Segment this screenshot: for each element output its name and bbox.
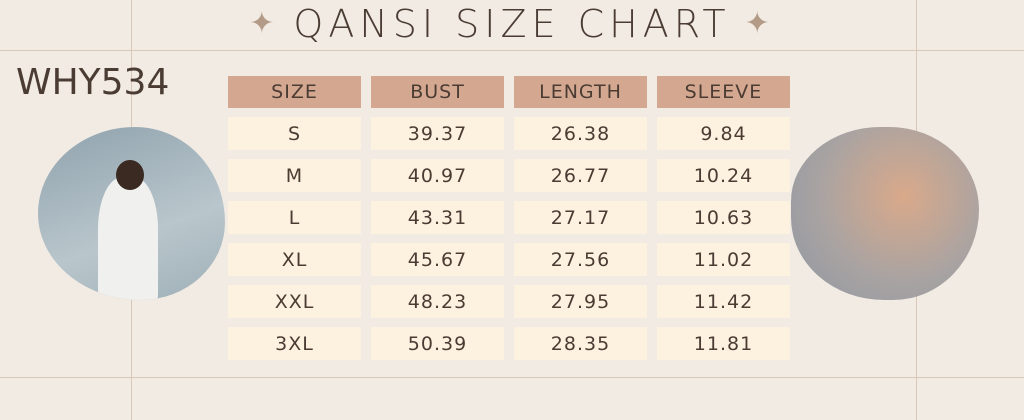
table-cell: 27.17: [514, 201, 647, 234]
grid-line: [0, 50, 1024, 51]
header-cell: LENGTH: [514, 76, 647, 108]
model-photo: [38, 127, 225, 300]
table-row: XXL 48.23 27.95 11.42: [228, 285, 790, 318]
table-cell: 26.38: [514, 117, 647, 150]
table-cell: 11.81: [657, 327, 790, 360]
table-row: XL 45.67 27.56 11.02: [228, 243, 790, 276]
table-cell: XXL: [228, 285, 361, 318]
title-text: QANSI SIZE CHART: [293, 2, 731, 46]
table-row: M 40.97 26.77 10.24: [228, 159, 790, 192]
table-row: 3XL 50.39 28.35 11.81: [228, 327, 790, 360]
table-cell: 39.37: [371, 117, 504, 150]
clouds-photo: [791, 127, 979, 300]
table-cell: 48.23: [371, 285, 504, 318]
table-cell: L: [228, 201, 361, 234]
table-cell: 10.24: [657, 159, 790, 192]
table-cell: 40.97: [371, 159, 504, 192]
table-header: SIZE BUST LENGTH SLEEVE: [228, 76, 790, 108]
table-cell: M: [228, 159, 361, 192]
table-cell: 27.56: [514, 243, 647, 276]
product-code: WHY534: [16, 62, 170, 103]
table-cell: 9.84: [657, 117, 790, 150]
sparkle-icon: ✦: [249, 6, 280, 41]
size-table: SIZE BUST LENGTH SLEEVE S 39.37 26.38 9.84 M…: [228, 76, 790, 369]
table-cell: 43.31: [371, 201, 504, 234]
table-cell: 28.35: [514, 327, 647, 360]
header-cell: SLEEVE: [657, 76, 790, 108]
table-cell: XL: [228, 243, 361, 276]
table-cell: 10.63: [657, 201, 790, 234]
table-row: L 43.31 27.17 10.63: [228, 201, 790, 234]
table-cell: 27.95: [514, 285, 647, 318]
table-cell: 45.67: [371, 243, 504, 276]
header-cell: SIZE: [228, 76, 361, 108]
table-cell: 50.39: [371, 327, 504, 360]
table-cell: 3XL: [228, 327, 361, 360]
grid-line: [0, 377, 1024, 378]
table-row: S 39.37 26.38 9.84: [228, 117, 790, 150]
table-cell: 11.42: [657, 285, 790, 318]
table-cell: 26.77: [514, 159, 647, 192]
header-cell: BUST: [371, 76, 504, 108]
table-cell: 11.02: [657, 243, 790, 276]
table-cell: S: [228, 117, 361, 150]
sparkle-icon: ✦: [744, 6, 775, 41]
page-title: ✦ QANSI SIZE CHART ✦: [0, 2, 1024, 46]
